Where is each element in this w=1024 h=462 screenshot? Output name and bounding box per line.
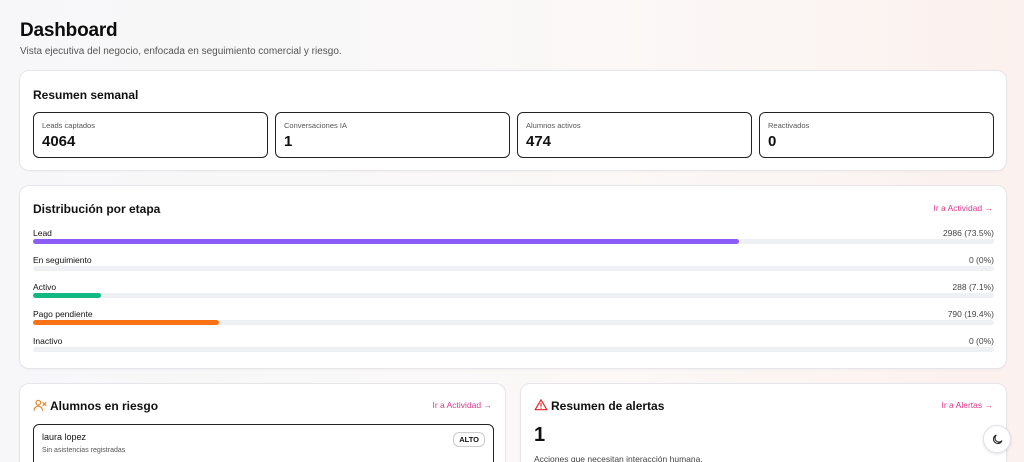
- stage-label: En seguimiento: [33, 255, 92, 265]
- stage-track: [33, 293, 994, 298]
- stage-value: 288 (7.1%): [952, 282, 994, 292]
- stage-row-pago-pendiente: Pago pendiente 790 (19.4%): [33, 309, 994, 325]
- page-header: Dashboard Vista ejecutiva del negocio, e…: [20, 20, 342, 57]
- user-x-icon: [33, 399, 47, 411]
- stage-fill: [33, 293, 102, 298]
- page-title: Dashboard: [20, 20, 118, 41]
- risk-level-badge: ALTO: [453, 432, 485, 447]
- stage-value: 0 (0%): [968, 336, 994, 346]
- student-name: laura lopez: [42, 432, 87, 442]
- go-to-alerts-link[interactable]: Ir a Alertas →: [941, 400, 994, 410]
- stage-value: 2986 (73.5%): [942, 228, 994, 238]
- stage-value: 790 (19.4%): [947, 309, 994, 319]
- students-at-risk-title: Alumnos en riesgo: [50, 399, 159, 413]
- metric-value: 4064: [42, 133, 76, 150]
- go-to-activity-link[interactable]: Ir a Actividad →: [432, 400, 492, 410]
- stage-row-lead: Lead 2986 (73.5%): [33, 228, 994, 244]
- stage-fill: [33, 320, 220, 325]
- metric-leads: Leads captados 4064: [33, 112, 268, 158]
- stage-row-en-seguimiento: En seguimiento 0 (0%): [33, 255, 994, 271]
- theme-toggle-button[interactable]: [983, 425, 1011, 453]
- weekly-summary-title: Resumen semanal: [33, 88, 139, 102]
- risk-student-item[interactable]: laura lopez Sin asistencias registradas …: [33, 424, 494, 462]
- weekly-summary-card: Resumen semanal Leads captados 4064 Conv…: [19, 70, 1007, 171]
- stage-distribution-card: Distribución por etapa Ir a Actividad → …: [19, 185, 1007, 369]
- stage-label: Lead: [33, 228, 52, 238]
- stage-distribution-title: Distribución por etapa: [33, 202, 161, 216]
- student-note: Sin asistencias registradas: [42, 447, 126, 454]
- go-to-activity-link[interactable]: Ir a Actividad →: [933, 203, 993, 213]
- metric-label: Conversaciones IA: [284, 121, 347, 130]
- stage-label: Pago pendiente: [33, 309, 93, 319]
- stage-row-activo: Activo 288 (7.1%): [33, 282, 994, 298]
- stage-row-inactivo: Inactivo 0 (0%): [33, 336, 994, 352]
- metric-conversations: Conversaciones IA 1: [275, 112, 510, 158]
- alert-note: Acciones que necesitan interacción human…: [534, 454, 703, 462]
- page-subtitle: Vista ejecutiva del negocio, enfocada en…: [20, 46, 342, 57]
- students-at-risk-card: Alumnos en riesgo Ir a Actividad → laura…: [19, 383, 506, 462]
- metric-value: 1: [284, 133, 293, 150]
- stage-track: [33, 320, 994, 325]
- metric-label: Leads captados: [42, 121, 95, 130]
- alerts-summary-card: Resumen de alertas Ir a Alertas → 1 Acci…: [520, 383, 1007, 462]
- stage-value: 0 (0%): [968, 255, 994, 265]
- stage-track: [33, 347, 994, 352]
- metric-reactivated: Reactivados 0: [759, 112, 994, 158]
- metric-label: Reactivados: [768, 121, 810, 130]
- alert-triangle-icon: [534, 399, 548, 411]
- moon-icon: [992, 434, 1002, 444]
- stage-track: [33, 239, 994, 244]
- metric-active-students: Alumnos activos 474: [517, 112, 752, 158]
- stage-track: [33, 266, 994, 271]
- metric-value: 474: [526, 133, 552, 150]
- stage-label: Activo: [33, 282, 57, 292]
- stage-label: Inactivo: [33, 336, 63, 346]
- stage-fill: [33, 239, 740, 244]
- metric-label: Alumnos activos: [526, 121, 581, 130]
- metric-value: 0: [768, 133, 777, 150]
- alerts-summary-title: Resumen de alertas: [551, 399, 665, 413]
- alert-count: 1: [534, 424, 546, 446]
